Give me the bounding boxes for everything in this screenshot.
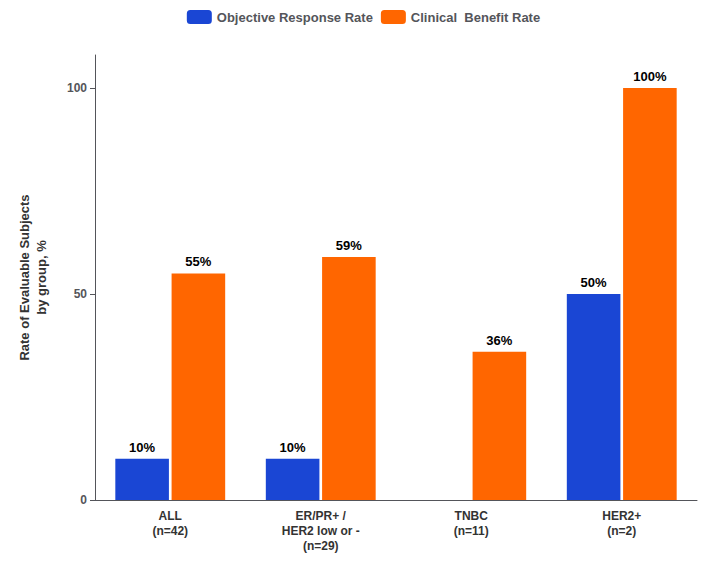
- svg-text:(n=42): (n=42): [152, 524, 188, 538]
- svg-text:by group, %: by group, %: [34, 240, 49, 315]
- svg-text:100: 100: [67, 81, 87, 95]
- svg-text:ALL: ALL: [159, 509, 182, 523]
- svg-text:Objective Response Rate: Objective Response Rate: [217, 10, 373, 25]
- svg-text:100%: 100%: [633, 69, 667, 84]
- svg-text:59%: 59%: [336, 238, 362, 253]
- svg-text:ER/PR+ /: ER/PR+ /: [296, 509, 347, 523]
- svg-text:HER2+: HER2+: [602, 509, 641, 523]
- svg-text:(n=29): (n=29): [303, 539, 339, 553]
- svg-text:10%: 10%: [129, 440, 155, 455]
- svg-text:TNBC: TNBC: [455, 509, 489, 523]
- svg-text:50%: 50%: [581, 275, 607, 290]
- svg-text:10%: 10%: [280, 440, 306, 455]
- svg-text:55%: 55%: [185, 254, 211, 269]
- svg-text:36%: 36%: [486, 333, 512, 348]
- svg-text:(n=11): (n=11): [454, 524, 489, 538]
- svg-text:Rate of Evaluable Subjects: Rate of Evaluable Subjects: [17, 194, 32, 360]
- svg-text:50: 50: [74, 287, 88, 301]
- svg-text:0: 0: [80, 493, 87, 507]
- svg-text:HER2 low or -: HER2 low or -: [282, 524, 360, 538]
- svg-text:(n=2): (n=2): [607, 524, 636, 538]
- svg-text:Clinical Benefit Rate: Clinical Benefit Rate: [411, 10, 540, 25]
